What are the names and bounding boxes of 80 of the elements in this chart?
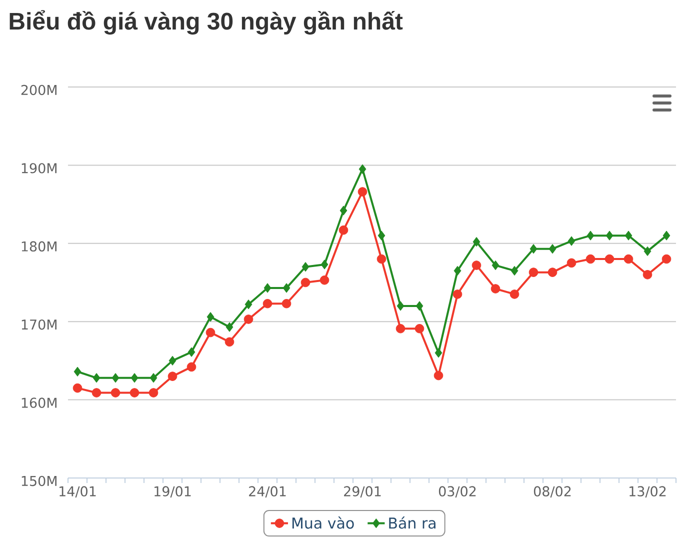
point: [338, 225, 348, 235]
y-tick-label: 180M: [22, 241, 56, 252]
point: [568, 236, 576, 246]
point: [566, 258, 576, 268]
point: [548, 268, 558, 277]
x-tick-label: 29/01: [344, 486, 381, 498]
point: [224, 337, 234, 347]
point: [452, 290, 462, 299]
point: [472, 236, 480, 247]
point: [188, 347, 196, 357]
point: [168, 372, 178, 381]
point: [378, 230, 386, 240]
legend-label: Mua vào: [292, 516, 354, 529]
point: [72, 383, 82, 393]
point: [244, 314, 254, 324]
point: [606, 230, 614, 240]
point: [472, 260, 482, 270]
point: [244, 300, 252, 310]
x-tick-label: 13/02: [630, 486, 666, 498]
point: [396, 301, 404, 311]
point: [358, 164, 366, 174]
point: [528, 268, 538, 277]
point: [320, 260, 328, 270]
point: [376, 254, 386, 264]
point: [340, 206, 348, 216]
point: [282, 298, 292, 308]
point: [414, 324, 424, 334]
point: [300, 278, 310, 288]
point: [206, 312, 214, 322]
point: [662, 230, 670, 240]
y-tick-label: 200M: [21, 84, 56, 96]
point: [130, 388, 140, 398]
point: [168, 356, 176, 366]
point: [416, 301, 424, 311]
point: [112, 373, 120, 383]
y-tick-label: 150M: [22, 476, 56, 486]
point: [642, 270, 652, 280]
point: [624, 230, 632, 240]
x-tick-label: 08/02: [534, 486, 571, 498]
point: [586, 230, 594, 240]
point: [262, 298, 272, 308]
point: [510, 290, 520, 299]
x-tick-label: 19/01: [154, 486, 191, 498]
point: [226, 322, 234, 332]
legend-label: Bán ra: [389, 516, 436, 529]
y-tick-label: 190M: [22, 163, 56, 174]
point: [454, 266, 462, 276]
point: [264, 283, 272, 293]
y-tick-label: 170M: [22, 319, 56, 330]
point: [186, 362, 196, 372]
point: [490, 284, 500, 294]
point: [282, 283, 290, 293]
point: [92, 373, 100, 383]
x-tick-label: 03/02: [438, 486, 476, 498]
point: [358, 187, 368, 196]
point: [302, 262, 310, 272]
point: [548, 244, 556, 254]
point: [206, 328, 216, 338]
point: [434, 370, 444, 380]
chart-title: Biểu đồ giá vàng 30 ngày gần nhất: [10, 10, 403, 35]
point: [604, 254, 614, 264]
point: [624, 254, 634, 264]
y-tick-label: 160M: [22, 398, 56, 408]
point: [662, 254, 672, 264]
point: [92, 388, 102, 398]
point: [110, 388, 120, 398]
x-tick-label: 24/01: [249, 486, 286, 498]
point: [510, 266, 518, 276]
point: [320, 275, 330, 285]
point: [150, 373, 158, 383]
point: [130, 373, 138, 383]
x-tick-label: 14/01: [60, 486, 96, 498]
point: [148, 388, 158, 398]
point: [586, 254, 596, 264]
point: [434, 348, 442, 358]
point: [492, 260, 500, 270]
point: [396, 324, 406, 334]
point: [644, 246, 652, 256]
point: [74, 366, 82, 376]
point: [530, 244, 538, 254]
